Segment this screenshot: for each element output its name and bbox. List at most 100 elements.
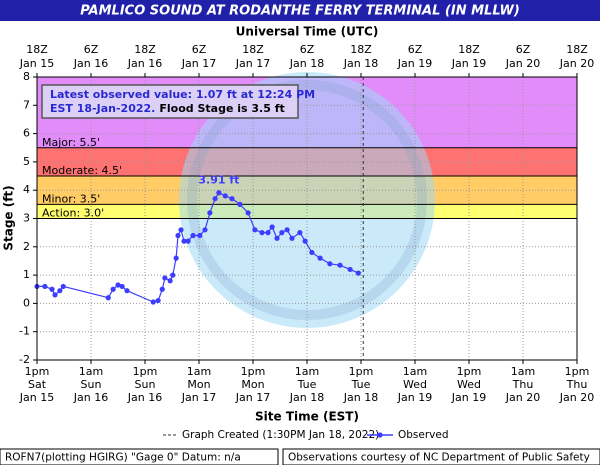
x-tick-label: Jan 18 — [343, 391, 378, 404]
x2-tick-label: 18Z — [242, 43, 264, 56]
x-tick-label: Jan 16 — [73, 391, 108, 404]
x-tick-label: Sun — [135, 378, 156, 391]
y-tick-label: -2 — [19, 353, 30, 366]
y-tick-label: 7 — [23, 98, 30, 111]
x-tick-label: Mon — [241, 378, 264, 391]
x2-tick-label: Jan 17 — [181, 57, 216, 70]
x2-tick-label: 6Z — [408, 43, 423, 56]
x-tick-label: 1pm — [565, 365, 590, 378]
x-tick-label: 1pm — [349, 365, 374, 378]
data-point — [355, 270, 361, 276]
y-tick-label: 4 — [23, 183, 30, 196]
x2-axis-label: Universal Time (UTC) — [236, 25, 379, 39]
x2-tick-label: Jan 20 — [559, 57, 594, 70]
x-tick-label: Tue — [351, 378, 371, 391]
data-point — [337, 262, 343, 268]
x-tick-label: Jan 18 — [289, 391, 324, 404]
x-axis-label: Site Time (EST) — [255, 410, 359, 424]
data-point — [178, 227, 184, 233]
x-tick-label: 1am — [511, 365, 535, 378]
data-point — [162, 275, 168, 281]
data-point — [42, 283, 48, 290]
x-tick-label: Tue — [297, 378, 317, 391]
y-tick-label: 0 — [23, 296, 30, 309]
y-tick-label: 8 — [23, 70, 30, 83]
data-point — [52, 292, 58, 298]
data-point — [284, 227, 290, 233]
x-tick-label: Thu — [512, 378, 534, 391]
data-point — [190, 232, 196, 239]
x-tick-label: Jan 19 — [451, 391, 486, 404]
x2-tick-label: 6Z — [516, 43, 531, 56]
x-tick-label: 1pm — [457, 365, 482, 378]
x-tick-label: Jan 17 — [235, 391, 270, 404]
data-point — [170, 272, 176, 278]
y-tick-label: 5 — [23, 155, 30, 168]
x-tick-label: Jan 19 — [397, 391, 432, 404]
x2-tick-label: Jan 20 — [505, 57, 540, 70]
x2-tick-label: Jan 17 — [235, 57, 270, 70]
data-point — [289, 235, 295, 241]
y-tick-label: 6 — [23, 127, 30, 140]
data-point — [309, 249, 315, 256]
data-point — [274, 235, 280, 241]
legend-observed-marker — [377, 432, 383, 438]
x-tick-label: Wed — [457, 378, 481, 391]
latest-text: Latest observed value: 1.07 ft at 12:24 … — [50, 88, 315, 101]
data-point — [216, 190, 222, 196]
latest-box — [41, 84, 299, 119]
data-point — [212, 196, 218, 202]
x2-tick-label: Jan 18 — [343, 57, 378, 70]
x2-tick-label: Jan 16 — [73, 57, 108, 70]
x-tick-label: Jan 15 — [19, 391, 54, 404]
data-point — [269, 224, 275, 230]
latest-date: EST 18-Jan-2022. — [50, 102, 155, 115]
data-point — [317, 255, 323, 261]
x-tick-label: Mon — [187, 378, 210, 391]
data-point — [279, 230, 285, 236]
data-point — [49, 286, 55, 292]
data-point — [173, 255, 179, 261]
x-tick-label: 1pm — [133, 365, 158, 378]
data-point — [207, 210, 213, 216]
data-point — [159, 286, 165, 292]
data-point — [119, 283, 125, 290]
data-point — [265, 230, 271, 236]
data-point — [115, 282, 121, 288]
x-tick-label: Jan 16 — [127, 391, 162, 404]
data-point — [237, 201, 243, 207]
x-tick-label: Wed — [403, 378, 427, 391]
x-tick-label: 1pm — [241, 365, 266, 378]
x2-tick-label: Jan 15 — [19, 57, 54, 70]
data-point — [175, 232, 181, 239]
footer-left-box — [0, 448, 279, 465]
data-point — [181, 238, 187, 244]
x2-tick-label: Jan 19 — [451, 57, 486, 70]
flood-stage-label: Major: 5.5' — [42, 136, 100, 149]
data-point — [124, 288, 130, 294]
data-point — [302, 238, 308, 244]
title-bar — [0, 0, 600, 21]
x-tick-label: 1am — [403, 365, 427, 378]
x2-tick-label: 18Z — [350, 43, 372, 56]
y-tick-label: 1 — [23, 268, 30, 281]
data-point — [222, 193, 228, 199]
x2-tick-label: 18Z — [458, 43, 480, 56]
x2-tick-label: 6Z — [84, 43, 99, 56]
data-point — [202, 227, 208, 233]
data-point — [197, 232, 203, 239]
data-point — [185, 238, 191, 244]
data-point — [229, 196, 235, 202]
data-point — [105, 295, 111, 301]
latest-text: EST 18-Jan-2022. Flood Stage is 3.5 ft — [50, 102, 285, 115]
x-tick-label: 1pm — [25, 365, 50, 378]
peak-label: 3.91 ft — [198, 174, 239, 187]
x-tick-label: Thu — [566, 378, 588, 391]
x2-tick-label: Jan 18 — [289, 57, 324, 70]
data-point — [150, 299, 156, 305]
data-point — [60, 283, 66, 290]
data-point — [245, 210, 251, 216]
chart-title: PAMLICO SOUND AT RODANTHE FERRY TERMINAL… — [80, 4, 520, 19]
x-tick-label: 1am — [295, 365, 319, 378]
footer-right: Observations courtesy of NC Department o… — [288, 452, 590, 464]
